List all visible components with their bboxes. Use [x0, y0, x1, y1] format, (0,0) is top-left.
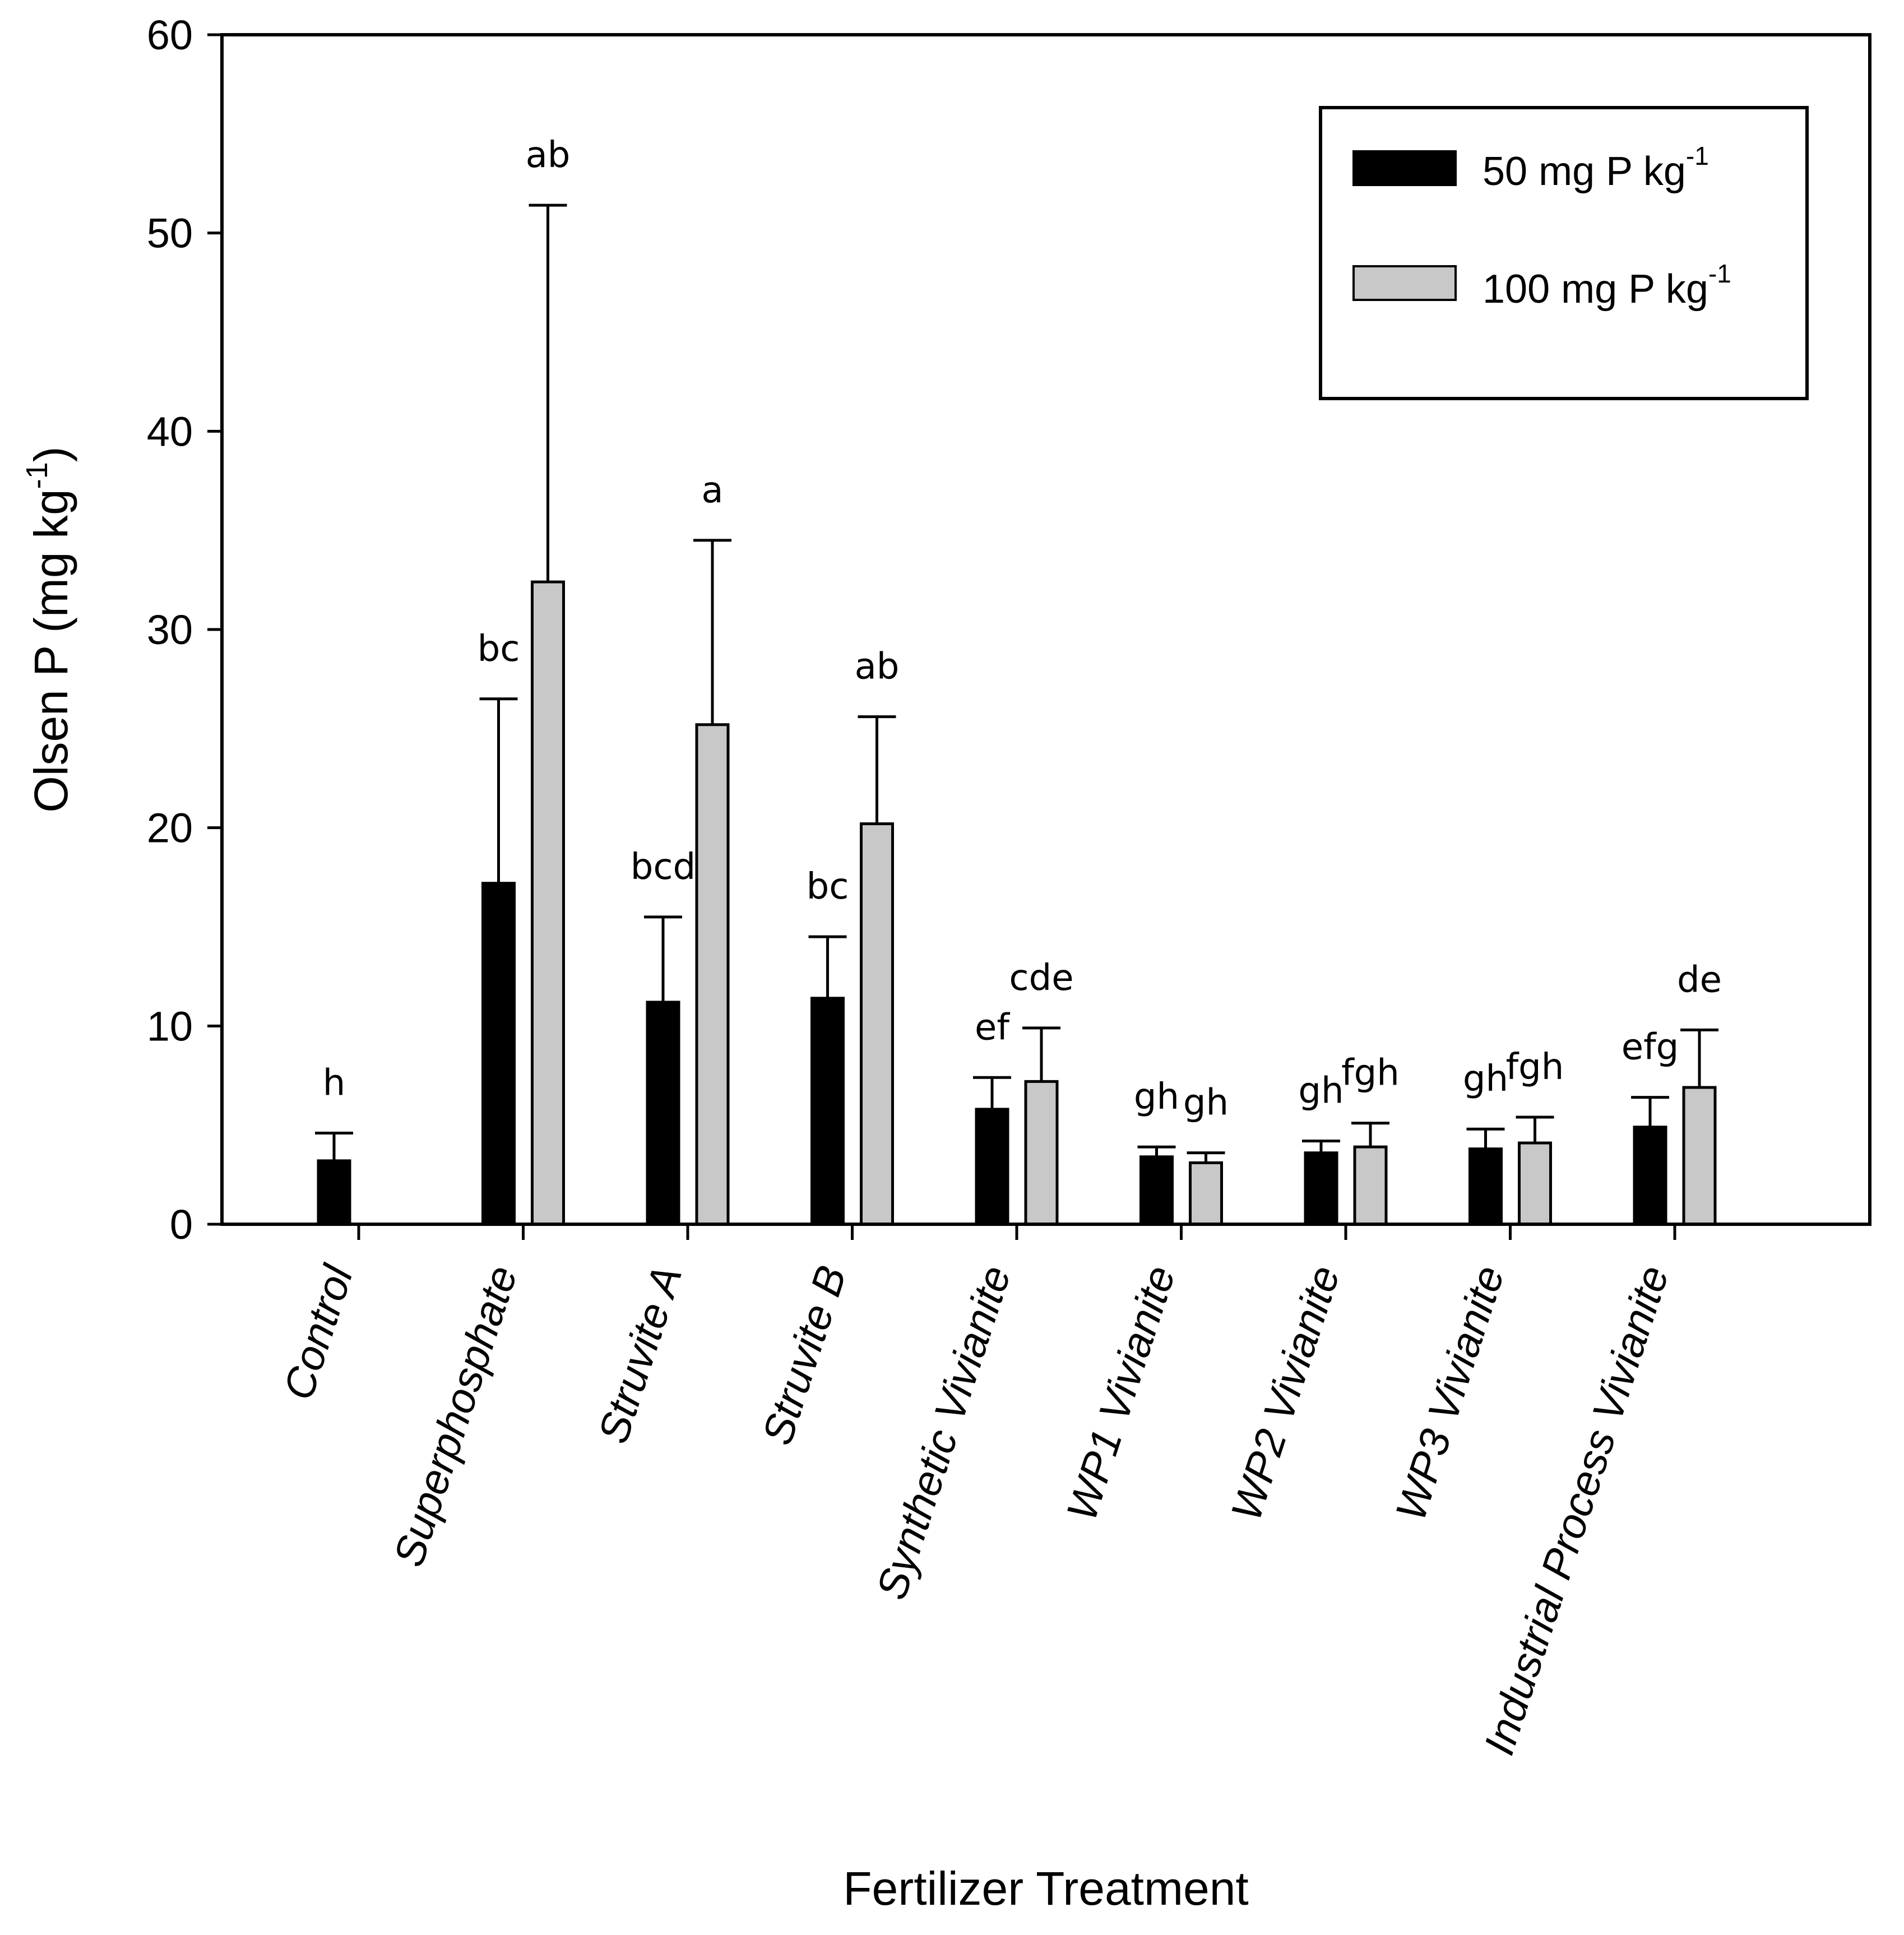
significance-letter: gh: [1463, 1058, 1508, 1100]
significance-letter: bcd: [631, 846, 696, 888]
bar-50mg: [975, 1108, 1009, 1226]
bar-100mg: [1518, 1141, 1552, 1226]
y-tick-label: 40: [147, 408, 193, 455]
significance-letter: gh: [1134, 1076, 1179, 1118]
significance-letter: cde: [1009, 957, 1073, 999]
bar-50mg: [646, 1001, 680, 1226]
x-tick-label: Struvite B: [753, 1260, 856, 1451]
bar-50mg: [1633, 1126, 1667, 1226]
bars-layer: [317, 580, 1717, 1226]
y-tick-label: 50: [147, 210, 193, 257]
significance-letter: ab: [855, 646, 900, 688]
significance-letter: efg: [1622, 1027, 1679, 1068]
significance-letter: bc: [478, 628, 520, 670]
significance-letter: gh: [1298, 1070, 1344, 1112]
bar-50mg: [317, 1159, 351, 1226]
significance-letter: ef: [975, 1007, 1010, 1048]
y-tick-label: 10: [147, 1003, 193, 1049]
x-tick-label: Industrial Process Vivianite: [1475, 1260, 1678, 1761]
legend-label-100: 100 mg P kg-1: [1483, 259, 1731, 312]
bar-100mg: [1682, 1086, 1717, 1226]
bar-100mg: [695, 723, 730, 1226]
x-tick-label: WP1 Vivianite: [1058, 1260, 1185, 1526]
errorbars-layer: [315, 203, 1718, 1163]
legend-swatch-50: [1352, 150, 1457, 186]
y-axis-title: Olsen P (mg kg-1): [20, 446, 77, 812]
bar-100mg: [531, 580, 565, 1226]
significance-letter: a: [701, 470, 723, 511]
y-axis-ticks: 0 10 20 30 40 50 60: [147, 12, 222, 1248]
bar-50mg: [481, 882, 516, 1226]
y-tick-label: 0: [170, 1201, 193, 1248]
y-tick-label: 60: [147, 12, 193, 58]
bar-50mg: [1139, 1155, 1174, 1226]
significance-letter: bc: [807, 866, 849, 908]
x-axis-ticks: Control Superphosphate Struvite A Struvite …: [275, 1224, 1678, 1761]
x-tick-label: Control: [275, 1259, 363, 1405]
bar-100mg: [860, 822, 894, 1226]
y-tick-label: 30: [147, 607, 193, 653]
legend-swatch-100: [1352, 265, 1457, 301]
x-tick-label: Synthetic Vivianite: [868, 1260, 1020, 1605]
x-tick-label: Struvite A: [589, 1260, 691, 1449]
bar-50mg: [1304, 1151, 1338, 1226]
bar-100mg: [1024, 1080, 1059, 1226]
significance-letter: de: [1677, 959, 1722, 1001]
bar-100mg: [1353, 1145, 1388, 1226]
significance-letter: fgh: [1506, 1047, 1564, 1088]
x-tick-label: Superphosphate: [384, 1260, 526, 1572]
significance-letter: fgh: [1341, 1053, 1400, 1094]
x-axis-title: Fertilizer Treatment: [843, 1862, 1249, 1915]
x-tick-label: WP2 Vivianite: [1222, 1260, 1350, 1526]
legend: 50 mg P kg-1 100 mg P kg-1: [1319, 106, 1809, 400]
legend-label-50: 50 mg P kg-1: [1483, 141, 1709, 194]
significance-letter: gh: [1183, 1082, 1229, 1124]
bar-50mg: [810, 997, 845, 1226]
bar-50mg: [1468, 1147, 1503, 1226]
significance-letter: ab: [526, 135, 571, 176]
y-tick-label: 20: [147, 805, 193, 851]
significance-letter: h: [323, 1062, 346, 1104]
x-tick-label: WP3 Vivianite: [1387, 1260, 1514, 1526]
bar-100mg: [1189, 1161, 1223, 1226]
